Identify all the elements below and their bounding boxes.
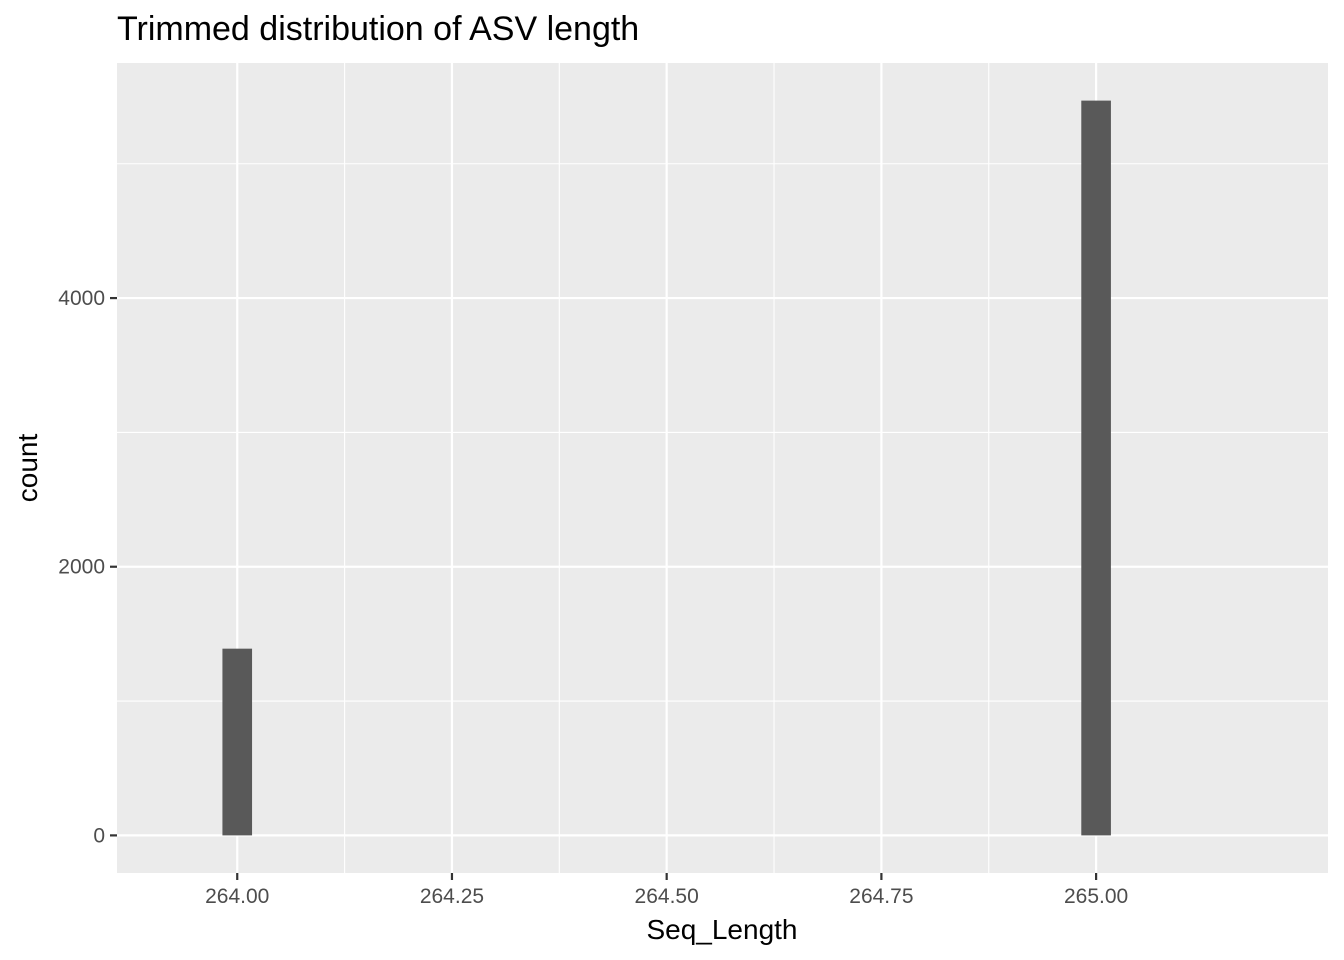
y-axis-title: count: [12, 434, 43, 503]
bars: [222, 100, 1111, 836]
y-tick-label: 4000: [58, 287, 105, 310]
plot-panel: [117, 63, 1328, 873]
histogram-bar: [1081, 100, 1111, 836]
y-tick-label: 0: [93, 824, 105, 847]
x-axis-ticks: 264.00 264.25 264.50 264.75 265.00: [205, 873, 1128, 908]
x-tick-label: 265.00: [1064, 885, 1128, 908]
x-tick-label: 264.25: [420, 885, 484, 908]
x-tick-label: 264.75: [849, 885, 913, 908]
x-tick-label: 264.50: [635, 885, 699, 908]
histogram-bar: [222, 648, 253, 836]
x-tick-label: 264.00: [205, 885, 269, 908]
x-axis-title: Seq_Length: [646, 914, 797, 945]
y-tick-label: 2000: [58, 556, 105, 579]
chart-title: Trimmed distribution of ASV length: [117, 10, 639, 48]
y-axis-ticks: 0 2000 4000: [58, 287, 117, 847]
grid-minor: [117, 63, 1328, 873]
